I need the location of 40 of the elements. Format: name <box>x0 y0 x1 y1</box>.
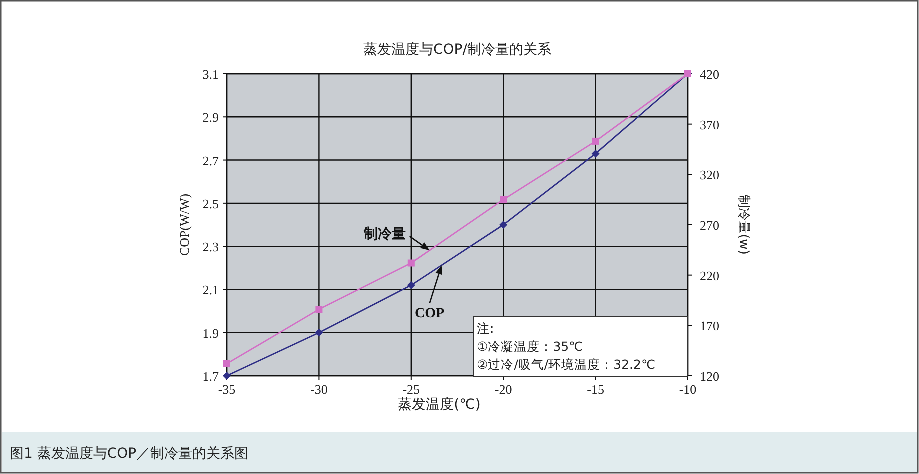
y2-tick-label: 370 <box>700 117 720 132</box>
y-tick-label: 3.1 <box>202 67 219 82</box>
point <box>316 306 323 314</box>
y-tick-label: 2.3 <box>202 240 219 255</box>
y2-axis-title: 制冷量(w) <box>736 195 751 255</box>
series-label: 制冷量 <box>362 226 406 243</box>
y2-tick-label: 220 <box>700 268 720 284</box>
y-tick-label: 1.7 <box>202 369 220 384</box>
annotation: 注: <box>477 321 494 336</box>
point <box>224 360 230 368</box>
annotation: ②过冷/吸气/环境温度：32.2℃ <box>477 357 656 372</box>
y2-tick-label: 170 <box>700 318 720 334</box>
x-axis-title: 蒸发温度(℃) <box>398 397 481 413</box>
x-tick-label: -35 <box>218 382 236 397</box>
x-tick-label: -10 <box>679 382 697 397</box>
point <box>592 150 600 158</box>
caption: 图1 蒸发温度与COP／制冷量的关系图 <box>10 446 249 462</box>
point <box>408 260 415 267</box>
point <box>592 138 600 145</box>
point <box>500 196 508 204</box>
series-label: COP <box>415 306 446 322</box>
y-axis-title: COP(W/W) <box>177 194 192 256</box>
point <box>315 328 324 337</box>
y-tick-label: 2.7 <box>202 153 220 168</box>
y2-tick-label: 120 <box>700 369 720 384</box>
chart-title: 蒸发温度与COP/制冷量的关系 <box>364 42 552 58</box>
y-tick-label: 2.9 <box>202 110 219 126</box>
point <box>407 281 416 290</box>
x-tick-label: -30 <box>310 382 328 397</box>
x-tick-label: -15 <box>587 382 604 397</box>
x-tick-label: -20 <box>494 382 512 397</box>
y2-tick-label: 270 <box>700 218 720 233</box>
y-tick-label: 2.5 <box>202 196 219 212</box>
y-tick-label: 2.1 <box>202 282 219 298</box>
y-tick-label: 1.9 <box>202 326 219 341</box>
point <box>500 221 508 229</box>
annotation: ①冷凝温度：35℃ <box>477 339 584 354</box>
x-tick-label: -25 <box>402 382 420 397</box>
y2-tick-label: 320 <box>700 168 720 183</box>
y2-tick-label: 420 <box>700 67 720 82</box>
